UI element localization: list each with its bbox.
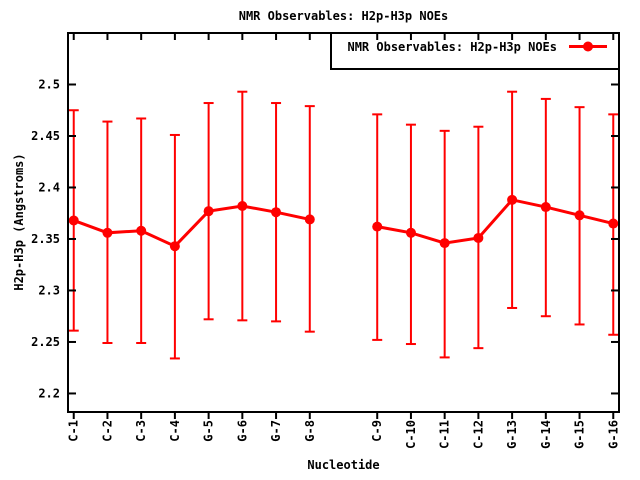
data-point-G-7	[271, 207, 282, 218]
series-line	[73, 198, 614, 248]
legend	[330, 32, 620, 70]
chart-title: NMR Observables: H2p-H3p NOEs	[238, 9, 449, 23]
x-ticks	[72, 33, 615, 419]
data-point-G-6	[237, 201, 248, 212]
data-point-G-13	[507, 194, 518, 205]
y-axis-label: H2p-H3p (Angstroms)	[12, 153, 26, 291]
x-tick-labels: C-1 C-2 C-3 C-4 G-5 G-6 G-7 G-8 C-9 C-10 C-11 C-12 G…	[67, 420, 621, 449]
y-ticks	[68, 83, 619, 395]
x-tick-label: C-2	[100, 420, 114, 442]
y-tick-label: 2.2	[38, 386, 60, 400]
x-tick-label: G-5	[202, 420, 216, 442]
y-tick-label: 2.4	[38, 180, 60, 194]
x-axis-label: Nucleotide	[307, 458, 380, 472]
data-point-C-12	[473, 232, 484, 243]
y-tick-label: 2.3	[38, 283, 60, 297]
x-tick-label: C-3	[134, 420, 148, 442]
data-point-G-5	[203, 206, 214, 217]
data-point-C-1	[68, 215, 79, 226]
legend-sample-marker	[583, 41, 593, 52]
error-bars	[68, 90, 619, 360]
data-point-C-4	[169, 241, 180, 252]
x-tick-label: C-4	[168, 420, 182, 442]
data-point-G-16	[608, 218, 619, 229]
y-tick-label: 2.35	[31, 232, 60, 246]
y-tick-labels: 2.2 2.25 2.3 2.35 2.4 2.45 2.5	[31, 77, 60, 400]
x-tick-label: G-8	[303, 420, 317, 442]
data-point-G-15	[574, 210, 585, 221]
x-tick-label: G-6	[235, 420, 249, 442]
x-tick-label: C-10	[404, 420, 418, 449]
x-tick-label: G-13	[505, 420, 519, 449]
y-tick-label: 2.25	[31, 335, 60, 349]
x-tick-label: C-1	[67, 420, 81, 442]
plot-border	[67, 32, 620, 413]
x-tick-label: C-12	[471, 420, 485, 449]
x-tick-label: G-16	[606, 420, 620, 449]
data-point-C-11	[439, 238, 450, 249]
legend-box	[330, 32, 620, 70]
x-tick-label: G-15	[573, 420, 587, 449]
data-point-G-14	[540, 202, 551, 213]
x-tick-label: G-14	[539, 420, 553, 449]
data-point-C-3	[136, 225, 147, 236]
x-tick-label: G-7	[269, 420, 283, 442]
legend-entry-label: NMR Observables: H2p-H3p NOEs	[347, 40, 557, 54]
data-point-C-10	[405, 227, 416, 238]
x-tick-label: C-9	[370, 420, 384, 442]
data-point-C-9	[372, 221, 383, 232]
y-tick-label: 2.5	[38, 77, 60, 91]
data-point-C-2	[102, 227, 113, 238]
series-markers	[68, 194, 619, 252]
data-point-G-8	[304, 214, 315, 225]
x-tick-label: C-11	[438, 420, 452, 449]
y-tick-label: 2.45	[31, 129, 60, 143]
